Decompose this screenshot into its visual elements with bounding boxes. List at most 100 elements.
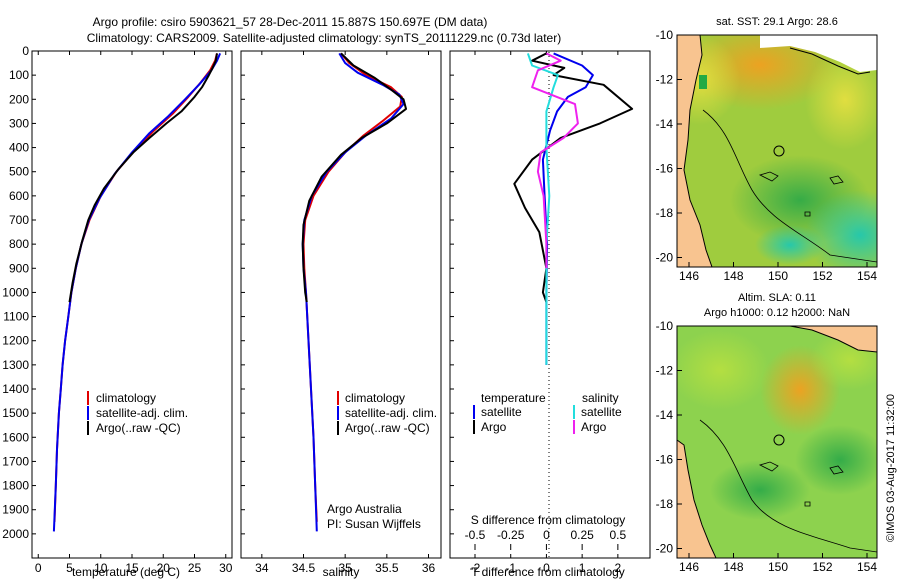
temperature-axes-frame [31,50,233,559]
sla-bathymetry-contour [699,419,877,553]
s-x-tick-label: -0.5 [465,528,486,542]
x-tick-label: 30 [219,561,233,575]
temperature-xlabel: temperature (deg C) [72,565,180,579]
series-line-argo-raw-qc- [68,53,218,303]
imos-timestamp: ©IMOS 03-Aug-2017 11:32:00 [885,394,897,542]
sla-png-land [789,326,877,353]
lon-tick-label: 152 [812,269,832,283]
sla-low-patch-south [710,460,810,520]
lat-tick-label: -18 [656,206,674,220]
lon-tick-label: 150 [768,269,788,283]
y-tick-label: 1000 [2,285,29,299]
y-tick-label: 1400 [2,382,29,396]
x-tick-label: 10 [94,561,108,575]
y-tick-label: 900 [9,261,29,275]
y-tick-label: 800 [9,237,29,251]
x-tick-label: 20 [157,561,171,575]
legend-s-argo: Argo [581,420,607,434]
lon-tick-label: 146 [679,560,699,574]
y-tick-label: 100 [9,68,29,82]
sla-map-field [677,326,877,558]
lat-tick-label: -12 [656,73,674,87]
difference-axes-frame [449,50,651,559]
x-tick-label: 5 [66,561,73,575]
s-x-tick-label: -0.25 [497,528,525,542]
lon-tick-label: 146 [679,269,699,283]
sla-lime-patch [677,330,770,410]
lat-tick-label: -10 [656,319,674,333]
salinity-legend: climatology satellite-adj. clim. Argo(..… [337,391,437,435]
sla-map-frame [676,325,878,559]
salinity-x-axis: 34 34.5 35 35.5 36 [241,50,435,575]
lon-tick-label: 152 [812,560,832,574]
x-tick-label: 35.5 [375,561,399,575]
y-tick-label: 1200 [2,334,29,348]
legend-s-satellite: satellite [581,405,622,419]
sst-map: sat. SST: 29.1 Argo: 28.6 -10-12-14-16-1… [656,16,878,283]
lon-tick-label: 154 [857,560,877,574]
x-tick-label: 25 [188,561,202,575]
sst-yellow-patch-east [805,50,877,150]
x-tick-label: 15 [125,561,139,575]
depth-axis: 0 100 200 300 400 500 600 700 800 900 1000 1100 1200… [2,44,36,541]
series-line-temperature-argo [513,52,634,303]
sst-argo-location-marker [773,145,785,157]
temperature-series [52,53,222,532]
legend-climatology: climatology [345,391,405,405]
difference-legend: temperature salinity satellite Argo sate… [473,391,622,434]
s-difference-x-axis: -0.5 -0.25 0 0.25 0.5 [465,528,627,550]
x-tick-label: 0 [35,561,42,575]
salinity-panel: 34 34.5 35 35.5 36 salinity climatology sate… [240,50,442,579]
salinity-series [301,52,407,532]
figure-title-line1: Argo profile: csiro 5903621_57 28-Dec-20… [93,15,488,29]
lat-tick-label: -18 [656,497,674,511]
sla-australia-land [677,439,717,558]
y-tick-label: 1800 [2,479,29,493]
sst-map-frame [676,34,878,268]
salinity-axes-frame [240,50,442,559]
sst-cool-patch-south [755,225,825,265]
y-tick-label: 1100 [3,310,29,324]
lon-tick-label: 148 [723,560,743,574]
difference-series [513,52,634,365]
legend-argo: Argo(..raw -QC) [345,421,430,435]
lat-tick-label: -12 [656,364,674,378]
x-tick-label: -2 [470,561,481,575]
y-tick-label: 400 [9,141,29,155]
lon-tick-label: 150 [768,560,788,574]
lat-tick-label: -20 [656,251,674,265]
lon-tick-label: 154 [857,269,877,283]
s-x-tick-label: 0.5 [610,528,627,542]
temperature-panel: 0100200300400500600700800900100011001200… [2,44,232,579]
y-tick-label: 2000 [2,527,29,541]
lat-tick-label: -14 [656,408,674,422]
s-x-tick-label: 0 [543,528,550,542]
sst-australia-land [677,35,713,267]
lat-tick-label: -16 [656,162,674,176]
sst-no-data-area [760,35,877,72]
y-tick-label: 600 [9,189,29,203]
sst-green-pixel [699,75,707,89]
lon-tick-label: 148 [723,269,743,283]
sst-map-title: sat. SST: 29.1 Argo: 28.6 [716,16,838,28]
sst-map-field [677,35,877,267]
sla-map: Altim. SLA: 0.11 Argo h1000: 0.12 h2000:… [656,292,878,574]
s-difference-xlabel: S difference from climatology [471,513,626,527]
x-tick-label: 0 [543,561,550,575]
y-tick-label: 300 [9,116,29,130]
legend-salinity-heading: salinity [582,391,619,405]
credit-line2: PI: Susan Wijffels [327,517,421,531]
t-difference-xlabel: T difference from climatology [471,565,625,579]
sla-map-axes: -10 -12 -14 -16 -18 -20 146 148 150 152 154 [656,319,878,574]
series-line-argo-raw-qc- [301,52,407,303]
credit-line1: Argo Australia [327,502,402,516]
temperature-legend: climatology satellite-adj. clim. Argo(..… [87,391,188,435]
y-tick-label: 1600 [2,430,29,444]
lat-tick-label: -10 [656,28,674,42]
legend-climatology: climatology [96,391,156,405]
legend-satellite: satellite-adj. clim. [345,406,437,420]
legend-t-satellite: satellite [481,405,522,419]
lat-tick-label: -20 [656,542,674,556]
